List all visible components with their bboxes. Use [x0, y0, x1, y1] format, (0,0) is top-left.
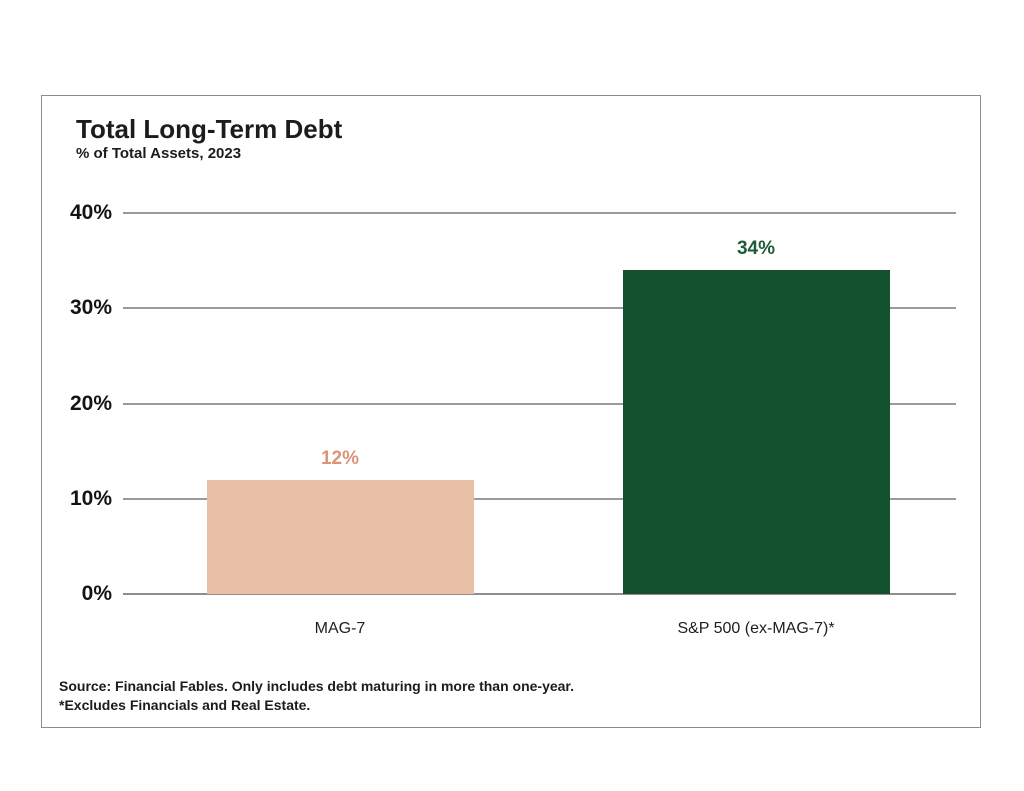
- gridline: [123, 307, 956, 310]
- gridline: [123, 497, 956, 500]
- x-axis-line: [123, 593, 956, 595]
- gridline: [123, 402, 956, 405]
- y-tick-label: 10%: [69, 486, 112, 510]
- source-note-line2: *Excludes Financials and Real Estate.: [59, 697, 311, 713]
- y-tick-label: 20%: [69, 391, 112, 415]
- plot-area: 0% 10% 20% 30% 40% 12% MAG-7 34% S&P 500 (ex-MAG…: [42, 96, 980, 727]
- source-note: Source: Financial Fables. Only includes …: [59, 677, 574, 715]
- y-tick-label: 0%: [81, 582, 112, 605]
- x-category-label-s-p-500-ex-mag-7: S&P 500 (ex-MAG-7)*: [677, 620, 835, 637]
- bar-value-label-s-p-500-ex-mag-7: 34%: [736, 238, 776, 260]
- gridline: [123, 212, 956, 214]
- bar-s-p-500-ex-mag-7: [622, 270, 890, 594]
- chart-title: Total Long-Term Debt: [76, 114, 343, 144]
- chart-frame: Total Long-Term Debt % of Total Assets, …: [41, 95, 981, 728]
- bar-mag-7: [206, 479, 474, 594]
- y-tick-label: 30%: [69, 296, 112, 320]
- x-category-label-mag-7: MAG-7: [314, 620, 366, 637]
- chart-subtitle: % of Total Assets, 2023: [76, 145, 242, 162]
- y-tick-label: 40%: [69, 201, 112, 224]
- chart-header: Total Long-Term Debt % of Total Assets, …: [76, 114, 342, 163]
- source-note-line1: Source: Financial Fables. Only includes …: [59, 678, 574, 694]
- bar-value-label-mag-7: 12%: [320, 447, 360, 469]
